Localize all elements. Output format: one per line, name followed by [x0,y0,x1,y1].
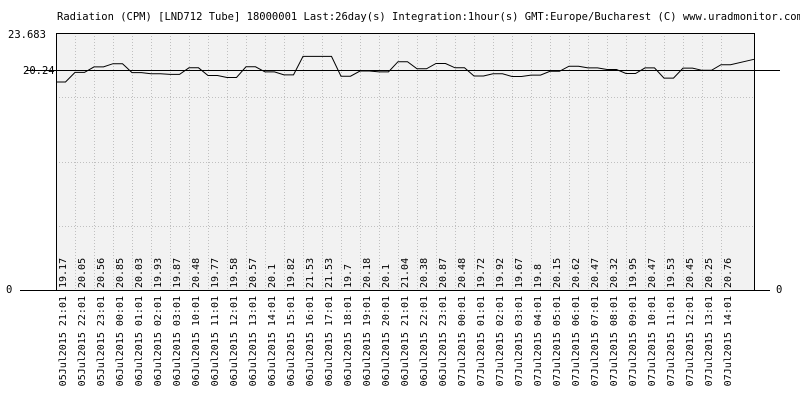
x-tick-label: 05Jul2015 21:01 [58,296,69,386]
data-label: 20.48 [191,258,202,288]
data-label: 20.38 [419,258,430,288]
x-tick-label: 06Jul2015 16:01 [305,296,316,386]
x-tick-label: 06Jul2015 20:01 [381,296,392,386]
x-tick-label: 07Jul2015 04:01 [533,296,544,386]
data-label: 20.85 [115,258,126,288]
data-label: 20.15 [552,258,563,288]
y-axis-min-label: 0 [6,284,12,296]
data-label: 20.76 [723,258,734,288]
data-label: 19.92 [495,258,506,288]
data-label: 19.77 [210,258,221,288]
y-axis-mean-label: 20.24 [23,65,55,77]
data-label: 19.72 [476,258,487,288]
data-label: 20.32 [609,258,620,288]
x-tick-label: 06Jul2015 00:01 [115,296,126,386]
value-labels: 19.17 20.05 20.56 20.85 20.03 19.93 19.87 20.48… [58,258,734,288]
x-tick-label: 07Jul2015 00:01 [457,296,468,386]
x-tick-label: 07Jul2015 09:01 [628,296,639,386]
data-label: 20.18 [362,258,373,288]
data-label: 20.56 [96,258,107,288]
data-label: 19.7 [343,264,354,288]
x-tick-label: 07Jul2015 07:01 [590,296,601,386]
x-tick-label: 06Jul2015 22:01 [419,296,430,386]
x-tick-label: 06Jul2015 01:01 [134,296,145,386]
data-label: 21.53 [324,258,335,288]
x-tick-label: 06Jul2015 23:01 [438,296,449,386]
x-tick-label: 06Jul2015 19:01 [362,296,373,386]
x-tick-label: 05Jul2015 22:01 [77,296,88,386]
plot-area [20,33,780,291]
data-label: 20.87 [438,258,449,288]
x-tick-label: 07Jul2015 14:01 [723,296,734,386]
data-label: 20.1 [381,264,392,288]
series-group [55,55,755,83]
x-tick-label: 06Jul2015 13:01 [248,296,259,386]
x-tick-label: 07Jul2015 08:01 [609,296,620,386]
data-label: 20.47 [647,258,658,288]
x-tick-label: 06Jul2015 03:01 [172,296,183,386]
x-tick-label: 06Jul2015 14:01 [267,296,278,386]
data-label: 19.53 [666,258,677,288]
y-axis-max-label: 23.683 [8,29,46,41]
x-tick-label: 06Jul2015 02:01 [153,296,164,386]
data-label: 20.47 [590,258,601,288]
x-tick-label: 06Jul2015 10:01 [191,296,202,386]
x-tick-label: 07Jul2015 13:01 [704,296,715,386]
data-label: 20.57 [248,258,259,288]
data-label: 20.03 [134,258,145,288]
x-tick-label: 06Jul2015 15:01 [286,296,297,386]
data-label: 20.1 [267,264,278,288]
data-label: 20.45 [685,258,696,288]
x-tick-label: 07Jul2015 06:01 [571,296,582,386]
x-tick-label: 07Jul2015 05:01 [552,296,563,386]
x-tick-label: 06Jul2015 17:01 [324,296,335,386]
x-tick-label: 07Jul2015 12:01 [685,296,696,386]
data-label: 21.53 [305,258,316,288]
x-tick-label: 07Jul2015 03:01 [514,296,525,386]
plot-background [56,33,754,290]
data-label: 21.04 [400,258,411,288]
x-tick-label: 06Jul2015 18:01 [343,296,354,386]
x-tick-label: 07Jul2015 02:01 [495,296,506,386]
x-tick-label: 07Jul2015 01:01 [476,296,487,386]
data-label: 19.58 [229,258,240,288]
data-label: 19.67 [514,258,525,288]
x-tick-label: 07Jul2015 11:01 [666,296,677,386]
x-tick-label: 07Jul2015 10:01 [647,296,658,386]
data-label: 19.87 [172,258,183,288]
data-label: 19.82 [286,258,297,288]
data-label: 20.62 [571,258,582,288]
data-label: 20.25 [704,258,715,288]
x-tick-label: 06Jul2015 21:01 [400,296,411,386]
data-label: 19.95 [628,258,639,288]
x-tick-label: 06Jul2015 12:01 [229,296,240,386]
data-label: 19.8 [533,264,544,288]
chart-title: Radiation (CPM) [LND712 Tube] 18000001 L… [57,11,800,23]
x-tick-label: 05Jul2015 23:01 [96,296,107,386]
data-label: 20.05 [77,258,88,288]
data-label: 19.93 [153,258,164,288]
y-axis-min-label-right: 0 [776,284,782,296]
x-tick-labels: 05Jul2015 21:01 05Jul2015 22:01 05Jul2015 … [58,296,734,386]
data-label: 20.48 [457,258,468,288]
data-label: 19.17 [58,258,69,288]
x-tick-label: 06Jul2015 11:01 [210,296,221,386]
